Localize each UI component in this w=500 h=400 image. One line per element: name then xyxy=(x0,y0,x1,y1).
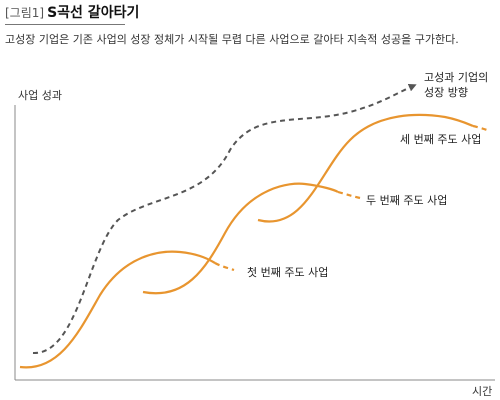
title-row: [그림1] S곡선 갈아타기 xyxy=(5,2,495,22)
first-business-curve xyxy=(19,250,216,369)
growth-direction-label-line1: 고성과 기업의 xyxy=(424,71,488,84)
second-business-curve xyxy=(142,182,339,295)
figure-header: [그림1] S곡선 갈아타기 고성장 기업은 기존 사업의 성장 정체가 시작될… xyxy=(5,2,495,47)
first-business-curve-tail xyxy=(214,262,235,272)
second-business-label: 두 번째 주도 사업 xyxy=(366,194,447,207)
first-business-label: 첫 번째 주도 사업 xyxy=(247,266,328,279)
third-business-label: 세 번째 주도 사업 xyxy=(400,133,481,146)
third-business-curve xyxy=(257,113,474,223)
figure-subtitle: 고성장 기업은 기존 사업의 성장 정체가 시작될 무렵 다른 사업으로 갈아타… xyxy=(5,33,459,46)
y-axis-label: 사업 성과 xyxy=(18,89,62,102)
third-business-curve-tail xyxy=(472,124,491,133)
figure-title: S곡선 갈아타기 xyxy=(47,5,140,21)
title-underline xyxy=(5,24,125,25)
growth-direction-label-line2: 성장 방향 xyxy=(424,86,468,99)
figure-label: [그림1] xyxy=(5,6,45,20)
growth-trend-dashed-line xyxy=(32,83,417,355)
x-axis-label: 시간 xyxy=(472,385,492,398)
second-business-curve-tail xyxy=(337,190,361,200)
